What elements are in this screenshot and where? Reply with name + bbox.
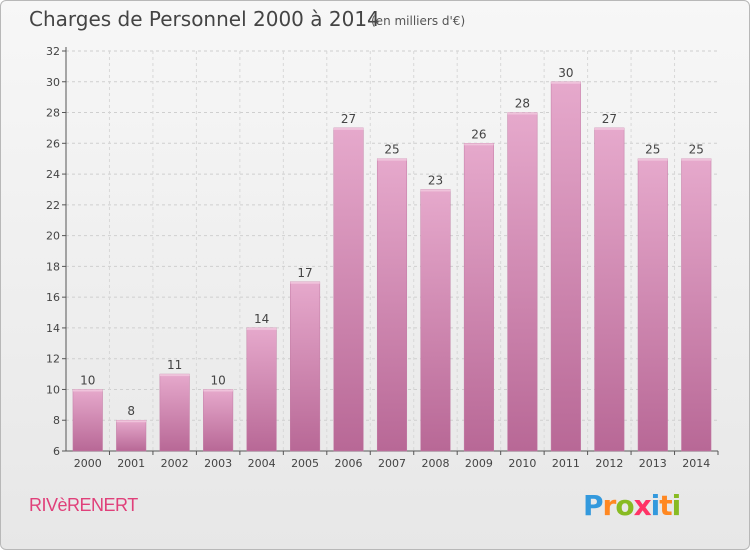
x-tick-label: 2004 xyxy=(248,457,276,470)
bar-highlight xyxy=(638,158,668,161)
bar-highlight xyxy=(246,327,277,330)
y-tick-label: 12 xyxy=(46,353,60,366)
x-tick-label: 2001 xyxy=(117,457,145,470)
bar-highlight xyxy=(116,420,146,423)
data-label: 17 xyxy=(297,266,312,280)
bar-highlight xyxy=(377,158,407,161)
bar xyxy=(594,127,625,452)
data-label: 10 xyxy=(80,373,95,387)
logo-letter: t xyxy=(659,489,672,522)
bar xyxy=(507,112,538,452)
y-tick-label: 28 xyxy=(46,107,60,120)
bar xyxy=(550,81,581,452)
y-tick-label: 18 xyxy=(46,260,60,273)
y-tick-label: 24 xyxy=(46,168,60,181)
data-label: 8 xyxy=(127,404,135,418)
x-tick-label: 2006 xyxy=(335,457,363,470)
logo-letter: x xyxy=(633,489,652,522)
data-label: 11 xyxy=(167,358,182,372)
y-tick-label: 22 xyxy=(46,199,60,212)
x-tick-label: 2009 xyxy=(465,457,493,470)
bar-highlight xyxy=(464,143,494,146)
x-tick-label: 2014 xyxy=(682,457,710,470)
data-label: 25 xyxy=(689,143,704,157)
chart-subtitle: (en milliers d'€) xyxy=(371,14,466,28)
bar-highlight xyxy=(681,158,712,161)
bar-highlight xyxy=(72,389,103,392)
bar-highlight xyxy=(420,189,451,192)
bar xyxy=(376,158,408,452)
bar xyxy=(72,389,103,452)
y-tick-label: 10 xyxy=(46,383,60,396)
y-tick-label: 26 xyxy=(46,137,60,150)
logo-letter: r xyxy=(602,489,617,522)
bar-highlight xyxy=(551,81,581,84)
data-label: 14 xyxy=(254,312,269,326)
y-tick-label: 30 xyxy=(46,76,60,89)
commune-name: RIVèRENERT xyxy=(29,495,138,515)
data-labels: 10 8 11 10 14 17 27 25 23 26 28 30 27 25 25 xyxy=(80,66,704,418)
x-tick-label: 2012 xyxy=(595,457,623,470)
y-tick-label: 8 xyxy=(53,414,60,427)
bar xyxy=(203,389,234,452)
x-tick-label: 2010 xyxy=(508,457,536,470)
bar-highlight xyxy=(290,281,320,284)
x-tick-label: 2007 xyxy=(378,457,406,470)
chart-title: Charges de Personnel 2000 à 2014 xyxy=(29,7,380,31)
x-tick-label: 2011 xyxy=(552,457,580,470)
x-tick-label: 2003 xyxy=(204,457,232,470)
bar-highlight xyxy=(203,389,233,392)
bar xyxy=(333,127,364,452)
bar-highlight xyxy=(594,127,625,130)
data-label: 27 xyxy=(602,112,617,126)
y-tick-label: 14 xyxy=(46,322,60,335)
bar-highlight xyxy=(507,112,538,115)
data-label: 23 xyxy=(428,173,443,187)
bar-highlight xyxy=(333,127,364,130)
bar xyxy=(159,373,190,452)
bar xyxy=(681,158,712,452)
x-tick-label: 2008 xyxy=(421,457,449,470)
logo-letter: P xyxy=(583,489,604,522)
logo-letter: o xyxy=(615,489,634,522)
y-tick-label: 16 xyxy=(46,291,60,304)
data-label: 28 xyxy=(515,97,530,111)
proxiti-logo: Proxiti xyxy=(583,489,682,522)
y-tick-label: 20 xyxy=(46,230,60,243)
data-label: 10 xyxy=(210,373,225,387)
logo-letter: i xyxy=(671,489,682,522)
data-label: 30 xyxy=(558,66,573,80)
x-tick-label: 2000 xyxy=(74,457,102,470)
bar xyxy=(420,189,451,452)
data-label: 25 xyxy=(645,143,660,157)
bar-highlight xyxy=(159,374,190,377)
data-label: 25 xyxy=(384,143,399,157)
bar xyxy=(463,143,494,452)
bars xyxy=(72,81,712,452)
bar xyxy=(116,419,147,452)
x-tick-label: 2005 xyxy=(291,457,319,470)
data-label: 26 xyxy=(471,127,486,141)
bar xyxy=(290,281,321,452)
bar xyxy=(637,158,668,452)
y-tick-label: 6 xyxy=(53,445,60,458)
x-tick-label: 2013 xyxy=(639,457,667,470)
logo-letter: i xyxy=(650,489,661,522)
y-tick-label: 32 xyxy=(46,45,60,58)
data-label: 27 xyxy=(341,112,356,126)
x-tick-label: 2002 xyxy=(161,457,189,470)
bar xyxy=(246,327,277,452)
